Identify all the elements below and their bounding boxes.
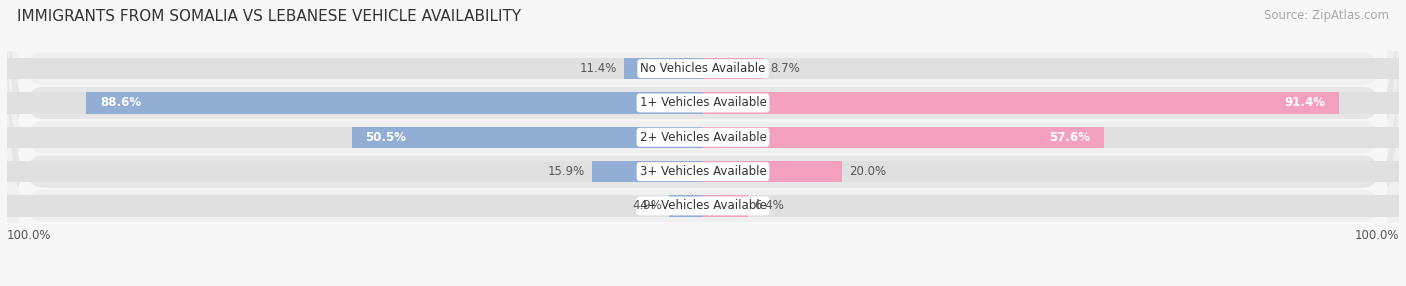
Text: 100.0%: 100.0%: [7, 229, 52, 242]
Bar: [352, 127, 703, 148]
Text: 91.4%: 91.4%: [1284, 96, 1326, 110]
Bar: [669, 195, 703, 217]
Bar: [7, 127, 703, 148]
Text: 2+ Vehicles Available: 2+ Vehicles Available: [640, 131, 766, 144]
Text: 1+ Vehicles Available: 1+ Vehicles Available: [640, 96, 766, 110]
Bar: [703, 92, 1399, 114]
Bar: [7, 161, 703, 182]
Bar: [703, 161, 842, 182]
Text: Source: ZipAtlas.com: Source: ZipAtlas.com: [1264, 9, 1389, 21]
Text: 57.6%: 57.6%: [1049, 131, 1090, 144]
Bar: [624, 58, 703, 79]
Bar: [592, 161, 703, 182]
FancyBboxPatch shape: [7, 0, 1399, 286]
Text: No Vehicles Available: No Vehicles Available: [640, 62, 766, 75]
FancyBboxPatch shape: [7, 16, 1399, 286]
FancyBboxPatch shape: [7, 0, 1399, 259]
Text: 3+ Vehicles Available: 3+ Vehicles Available: [640, 165, 766, 178]
Legend: Immigrants from Somalia, Lebanese: Immigrants from Somalia, Lebanese: [560, 283, 846, 286]
FancyBboxPatch shape: [7, 50, 1399, 286]
Bar: [703, 58, 763, 79]
Text: 100.0%: 100.0%: [1354, 229, 1399, 242]
Text: 88.6%: 88.6%: [100, 96, 142, 110]
Bar: [703, 92, 1339, 114]
Bar: [703, 195, 748, 217]
Text: 4.9%: 4.9%: [633, 199, 662, 212]
Bar: [86, 92, 703, 114]
Text: 8.7%: 8.7%: [770, 62, 800, 75]
Text: 11.4%: 11.4%: [579, 62, 617, 75]
Bar: [7, 58, 703, 79]
Text: IMMIGRANTS FROM SOMALIA VS LEBANESE VEHICLE AVAILABILITY: IMMIGRANTS FROM SOMALIA VS LEBANESE VEHI…: [17, 9, 522, 23]
Text: 4+ Vehicles Available: 4+ Vehicles Available: [640, 199, 766, 212]
Bar: [703, 127, 1104, 148]
Text: 6.4%: 6.4%: [755, 199, 785, 212]
Bar: [703, 161, 1399, 182]
Text: 50.5%: 50.5%: [366, 131, 406, 144]
Text: 20.0%: 20.0%: [849, 165, 886, 178]
Bar: [703, 58, 1399, 79]
FancyBboxPatch shape: [7, 0, 1399, 224]
Bar: [7, 195, 703, 217]
Bar: [703, 195, 1399, 217]
Bar: [7, 92, 703, 114]
Bar: [703, 127, 1399, 148]
Text: 15.9%: 15.9%: [548, 165, 585, 178]
